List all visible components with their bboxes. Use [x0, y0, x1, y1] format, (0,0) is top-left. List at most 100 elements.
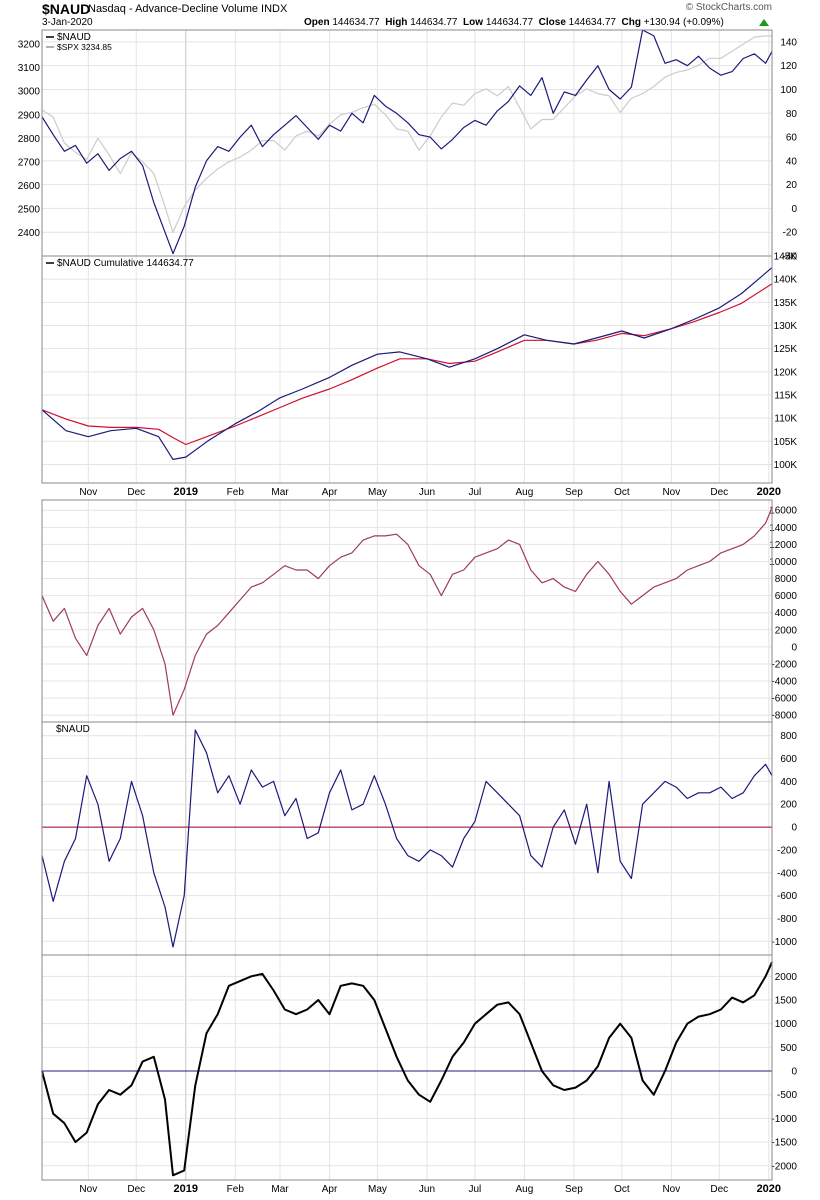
right-tick-label: -1500 [771, 1138, 797, 1149]
right-tick-label: 0 [791, 1067, 797, 1078]
series-line--naud [41, 729, 773, 948]
right-tick-label: -4000 [771, 677, 797, 688]
chg-value: +130.94 (+0.09%) [643, 17, 724, 28]
right-tick-label: -8000 [771, 711, 797, 722]
right-tick-label: 500 [780, 1043, 797, 1054]
series-line--naud [41, 29, 773, 255]
right-tick-label: 115K [774, 390, 797, 401]
x-tick-label: 2020 [757, 486, 781, 498]
panel-frame [41, 954, 773, 1181]
right-tick-label: -200 [777, 845, 797, 856]
left-tick-label: 3000 [18, 87, 41, 98]
series-line-moving-average [41, 283, 773, 446]
x-tick-label: 2019 [174, 486, 198, 498]
right-tick-label: 130K [774, 321, 798, 332]
left-tick-label: 2600 [18, 181, 41, 192]
right-tick-label: 100 [780, 85, 797, 96]
left-tick-label: 3100 [18, 63, 41, 74]
high-value: 144634.77 [410, 17, 458, 28]
x-tick-label: Oct [614, 1184, 630, 1195]
symbol-title: $NAUD [42, 1, 91, 17]
series-line--spx [41, 35, 772, 234]
left-tick-label: 2400 [18, 228, 41, 239]
right-tick-label: -600 [777, 891, 797, 902]
close-value: 144634.77 [568, 17, 616, 28]
chg-label: Chg [621, 17, 641, 28]
x-tick-label: Nov [662, 1184, 680, 1195]
right-tick-label: 16000 [769, 506, 797, 517]
panel-frame [41, 721, 773, 956]
right-tick-label: 14000 [769, 523, 797, 534]
x-tick-label: May [368, 1184, 387, 1195]
panel-smoothed-oscillator: -2000 -1500 -1000 -500 0 500 1000 1500 2000 Nov De… [41, 954, 798, 1195]
right-tick-label: 140 [780, 37, 797, 48]
x-tick-label: Apr [322, 1184, 338, 1195]
x-tick-label: Apr [322, 487, 338, 498]
right-tick-label: -500 [777, 1090, 797, 1101]
right-tick-label: 135K [774, 298, 798, 309]
x-tick-label: Dec [127, 487, 145, 498]
right-tick-label: -1000 [771, 1114, 797, 1125]
panel-oscillator: -1000 -800 -600 -400 -200 0 200 400 600 800 $NAUD [41, 721, 797, 956]
ohlc-readout: Open 144634.77 High 144634.77 Low 144634… [304, 17, 724, 28]
low-label: Low [463, 17, 484, 28]
x-tick-label: Aug [516, 487, 534, 498]
panel-price: -40 -20 0 20 40 60 80 100 120 140 2400 2500 2600 2700… [18, 29, 798, 263]
right-tick-label: -6000 [771, 694, 797, 705]
right-tick-label: 80 [786, 109, 798, 120]
right-tick-label: 140K [774, 275, 798, 286]
x-tick-label: Jun [419, 1184, 435, 1195]
x-tick-label: Feb [227, 487, 245, 498]
x-tick-label: Mar [271, 487, 289, 498]
right-tick-label: 1000 [775, 1019, 798, 1030]
x-tick-label: Nov [662, 487, 680, 498]
x-tick-label: Mar [271, 1184, 289, 1195]
right-tick-label: 145K [774, 252, 798, 263]
chart-header: $NAUD Nasdaq - Advance-Decline Volume IN… [42, 0, 772, 30]
left-tick-label: 3200 [18, 40, 41, 51]
right-tick-label: 2000 [775, 625, 798, 636]
series-line-smoothed [41, 961, 773, 1177]
x-tick-label: Nov [79, 487, 97, 498]
right-tick-label: -2000 [771, 659, 797, 670]
right-tick-label: 600 [780, 754, 797, 765]
x-tick-label: Sep [565, 1184, 583, 1195]
high-label: High [385, 17, 408, 28]
right-tick-label: 125K [774, 344, 798, 355]
right-tick-label: 120K [774, 367, 798, 378]
right-tick-label: 0 [791, 204, 797, 215]
right-tick-label: 110K [774, 414, 797, 425]
right-tick-label: 12000 [769, 540, 797, 551]
x-tick-label: 2020 [757, 1183, 781, 1195]
quote-date: 3-Jan-2020 [42, 17, 93, 28]
x-tick-label: Nov [79, 1184, 97, 1195]
x-tick-label: Feb [227, 1184, 245, 1195]
right-tick-label: 800 [780, 731, 797, 742]
right-tick-label: -400 [777, 868, 797, 879]
left-tick-label: 2900 [18, 110, 41, 121]
right-tick-label: -1000 [771, 937, 797, 948]
x-tick-label: 2019 [174, 1183, 198, 1195]
right-tick-label: 100K [774, 460, 798, 471]
right-tick-label: 2000 [775, 972, 798, 983]
series-line--naud-cumulative [41, 267, 773, 460]
left-tick-label: 2800 [18, 134, 41, 145]
brand-watermark: © StockCharts.com [685, 2, 772, 13]
left-tick-label: 2500 [18, 204, 41, 215]
open-value: 144634.77 [332, 17, 380, 28]
series-line-summation [41, 507, 773, 716]
x-tick-label: Oct [614, 487, 630, 498]
x-tick-label: Jul [468, 487, 481, 498]
legend-label: $NAUD [57, 32, 91, 43]
panel-frame [41, 255, 773, 484]
close-label: Close [538, 17, 566, 28]
right-tick-label: 1500 [775, 996, 798, 1007]
right-tick-label: -40 [783, 252, 798, 263]
open-label: Open [304, 17, 330, 28]
symbol-description: Nasdaq - Advance-Decline Volume INDX [88, 3, 288, 15]
panel-cumulative: 100K 105K 110K 115K 120K 125K 130K 135K 140K 145K… [41, 252, 798, 498]
panel-summation: -8000 -6000 -4000 -2000 0 2000 4000 6000 8000 100… [41, 499, 798, 723]
legend-label: $NAUD Cumulative 144634.77 [57, 258, 194, 269]
legend-label: $SPX 3234.85 [57, 42, 112, 52]
